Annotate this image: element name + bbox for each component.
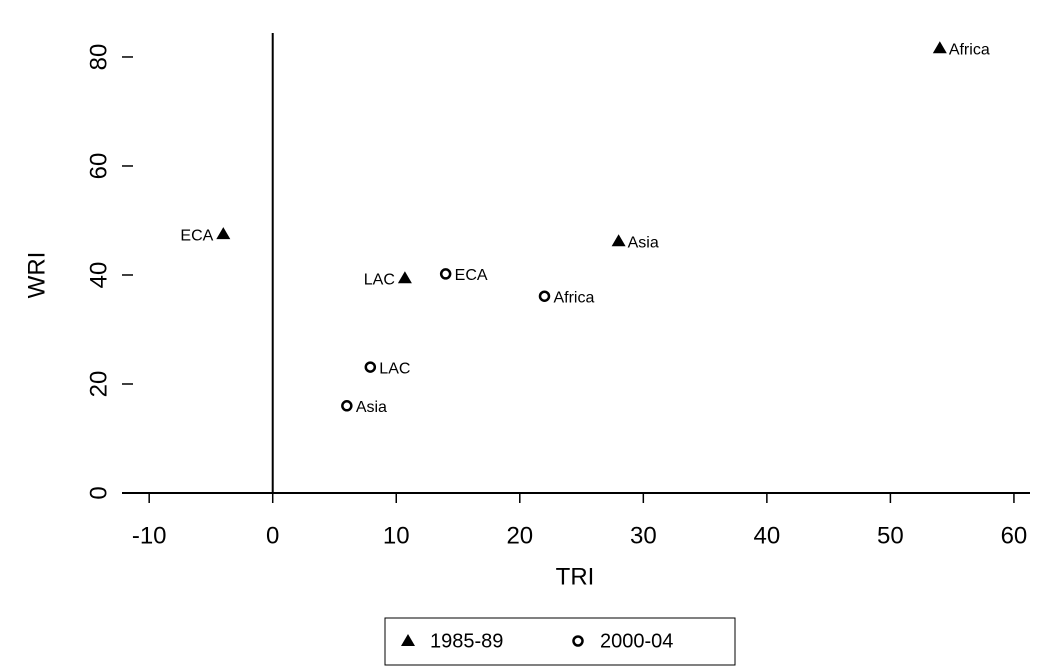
x-tick-label: 50 bbox=[877, 522, 904, 549]
y-tick-label: 40 bbox=[85, 262, 112, 289]
x-tick-label: 60 bbox=[1001, 522, 1028, 549]
y-axis-title: WRI bbox=[23, 252, 50, 299]
point-label: Asia bbox=[356, 399, 387, 416]
y-tick-label: 20 bbox=[85, 371, 112, 398]
y-tick-label: 60 bbox=[85, 153, 112, 180]
legend-marker bbox=[572, 635, 584, 647]
y-tick-label: 0 bbox=[85, 486, 112, 499]
legend-label: 2000-04 bbox=[600, 630, 673, 652]
x-tick-label: 0 bbox=[266, 522, 279, 549]
point bbox=[216, 227, 231, 240]
point bbox=[932, 41, 947, 54]
point bbox=[611, 234, 626, 247]
x-tick-label: 20 bbox=[506, 522, 533, 549]
point-label: LAC bbox=[364, 271, 395, 288]
point bbox=[538, 290, 551, 302]
point-label: Africa bbox=[949, 41, 990, 58]
point-label: ECA bbox=[180, 227, 213, 244]
point-label: Africa bbox=[553, 289, 594, 306]
y-tick-label: 80 bbox=[85, 44, 112, 71]
legend-marker bbox=[401, 634, 415, 646]
point-label: Asia bbox=[628, 234, 659, 251]
x-tick-label: -10 bbox=[132, 522, 167, 549]
legend-label: 1985-89 bbox=[430, 630, 503, 652]
x-tick-label: 30 bbox=[630, 522, 657, 549]
x-axis-title: TRI bbox=[556, 563, 595, 590]
legend-box bbox=[384, 617, 736, 666]
point bbox=[439, 268, 452, 280]
x-tick-label: 40 bbox=[754, 522, 781, 549]
point bbox=[341, 400, 353, 412]
point-label: LAC bbox=[379, 360, 410, 377]
x-tick-label: 10 bbox=[383, 522, 410, 549]
point bbox=[364, 361, 377, 373]
point bbox=[397, 271, 412, 284]
point-label: ECA bbox=[455, 267, 488, 284]
